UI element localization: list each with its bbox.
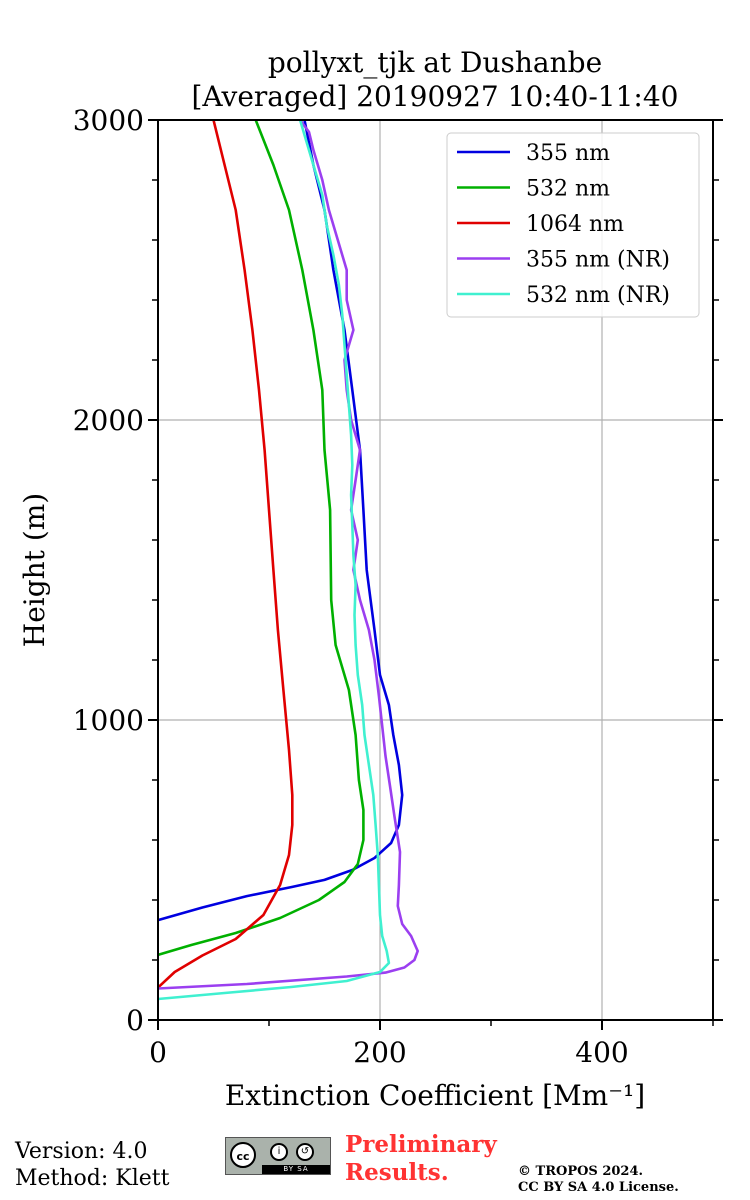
axis-ticks	[148, 119, 723, 1030]
version-text: Version: 4.0	[15, 1139, 148, 1164]
preliminary-line-2: Results.	[345, 1159, 449, 1186]
y-tick-label: 0	[126, 1004, 144, 1037]
x-tick-label: 0	[149, 1036, 167, 1069]
cc-by-sa-badge-icon: cc i ↺ BY SA	[225, 1137, 331, 1175]
tick-labels: 0 200 400 0 1000 2000 3000	[73, 104, 629, 1069]
legend: 355 nm 532 nm 1064 nm 355 nm (NR) 532 nm (NR…	[446, 132, 700, 318]
chart-title-line-1: pollyxt_tjk at Dushanbe	[268, 46, 602, 79]
copyright-line-2: CC BY SA 4.0 License.	[518, 1180, 679, 1195]
sa-icon: ↺	[296, 1143, 314, 1161]
legend-label: 355 nm	[526, 141, 610, 166]
legend-label: 355 nm (NR)	[526, 248, 670, 273]
series-lines	[157, 119, 419, 1001]
series-line-1	[157, 119, 365, 957]
footer-info: Version: 4.0 Method: Klett	[15, 1138, 169, 1192]
series-line-4	[157, 119, 391, 1001]
copyright-note: © TROPOS 2024. CC BY SA 4.0 License.	[518, 1164, 679, 1196]
y-tick-label: 3000	[73, 104, 144, 137]
legend-label: 532 nm (NR)	[526, 283, 670, 308]
preliminary-results-note: Preliminary Results.	[345, 1131, 497, 1187]
y-tick-label: 1000	[73, 704, 144, 737]
legend-label: 1064 nm	[526, 212, 624, 237]
legend-box	[446, 132, 700, 318]
preliminary-line-1: Preliminary	[345, 1131, 497, 1158]
y-axis-label: Height (m)	[18, 493, 51, 647]
plot-frame	[157, 119, 714, 1021]
x-axis-label: Extinction Coefficient [Mm⁻¹]	[225, 1079, 645, 1112]
legend-label: 532 nm	[526, 177, 610, 202]
by-icon: i	[270, 1143, 288, 1161]
y-tick-label: 2000	[73, 404, 144, 437]
series-line-2	[157, 119, 294, 989]
series-line-3	[157, 119, 419, 990]
chart-title-line-2: [Averaged] 20190927 10:40-11:40	[192, 80, 679, 113]
cc-logo-icon: cc	[230, 1142, 256, 1168]
x-tick-label: 200	[353, 1036, 406, 1069]
x-tick-label: 400	[575, 1036, 628, 1069]
copyright-line-1: © TROPOS 2024.	[518, 1164, 644, 1179]
cc-strip: BY SA	[262, 1165, 330, 1174]
series-line-0	[157, 119, 404, 922]
method-text: Method: Klett	[15, 1166, 170, 1191]
